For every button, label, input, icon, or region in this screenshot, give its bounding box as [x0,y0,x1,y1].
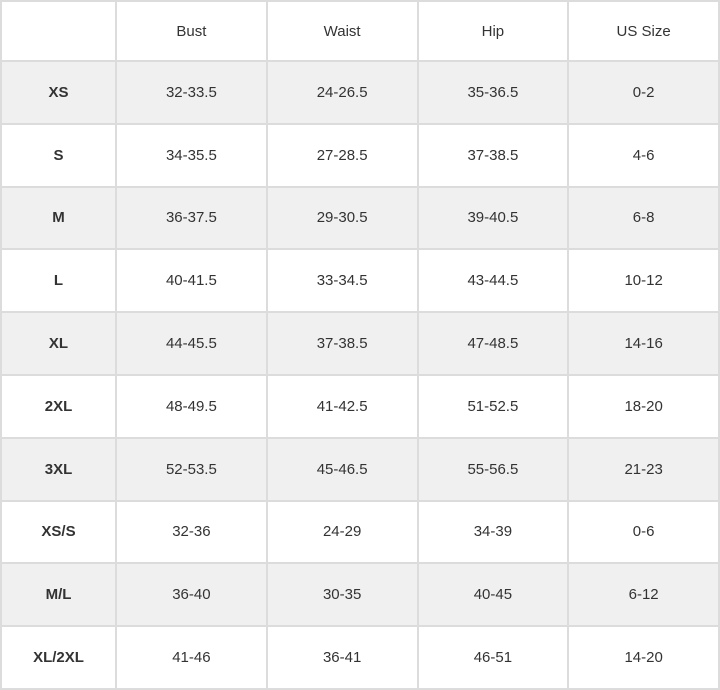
cell-waist: 36-41 [265,625,419,690]
header-us-size: US Size [567,0,720,62]
cell-us-size: 4-6 [567,122,720,188]
cell-hip: 39-40.5 [416,185,570,251]
cell-bust: 41-46 [115,625,268,690]
cell-waist: 27-28.5 [265,122,419,188]
cell-us-size: 14-20 [567,625,720,690]
table-row: L 40-41.5 33-34.5 43-44.5 10-12 [0,248,720,314]
cell-hip: 47-48.5 [416,311,570,376]
cell-bust: 32-36 [115,499,268,565]
cell-waist: 30-35 [265,562,419,628]
table-row: XS 32-33.5 24-26.5 35-36.5 0-2 [0,60,720,125]
cell-waist: 33-34.5 [265,248,419,314]
cell-size: M [0,185,117,251]
cell-bust: 34-35.5 [115,122,268,188]
cell-waist: 29-30.5 [265,185,419,251]
table-row: 3XL 52-53.5 45-46.5 55-56.5 21-23 [0,436,720,502]
cell-size: 2XL [0,373,117,439]
cell-hip: 34-39 [416,499,570,565]
cell-size: M/L [0,562,117,628]
cell-bust: 36-40 [115,562,268,628]
cell-bust: 32-33.5 [115,60,268,125]
cell-waist: 41-42.5 [265,373,419,439]
cell-hip: 35-36.5 [416,60,570,125]
cell-size: XL/2XL [0,625,117,690]
cell-bust: 40-41.5 [115,248,268,314]
cell-size: XL [0,311,117,376]
cell-bust: 36-37.5 [115,185,268,251]
cell-waist: 24-29 [265,499,419,565]
cell-us-size: 10-12 [567,248,720,314]
cell-us-size: 6-12 [567,562,720,628]
cell-us-size: 6-8 [567,185,720,251]
cell-size: 3XL [0,436,117,502]
cell-hip: 51-52.5 [416,373,570,439]
cell-us-size: 0-6 [567,499,720,565]
header-bust: Bust [115,0,268,62]
cell-size: L [0,248,117,314]
table-row: XL 44-45.5 37-38.5 47-48.5 14-16 [0,311,720,376]
header-hip: Hip [416,0,570,62]
cell-size: XS/S [0,499,117,565]
cell-bust: 48-49.5 [115,373,268,439]
cell-size: S [0,122,117,188]
cell-bust: 52-53.5 [115,436,268,502]
table-row: 2XL 48-49.5 41-42.5 51-52.5 18-20 [0,373,720,439]
header-cell-empty [0,0,117,62]
table-row: XL/2XL 41-46 36-41 46-51 14-20 [0,625,720,690]
cell-waist: 24-26.5 [265,60,419,125]
cell-size: XS [0,60,117,125]
cell-us-size: 14-16 [567,311,720,376]
table-row: M/L 36-40 30-35 40-45 6-12 [0,562,720,628]
cell-bust: 44-45.5 [115,311,268,376]
header-waist: Waist [265,0,419,62]
cell-us-size: 18-20 [567,373,720,439]
cell-waist: 45-46.5 [265,436,419,502]
cell-us-size: 0-2 [567,60,720,125]
cell-hip: 55-56.5 [416,436,570,502]
header-row: Bust Waist Hip US Size [0,0,720,62]
cell-hip: 37-38.5 [416,122,570,188]
table-row: S 34-35.5 27-28.5 37-38.5 4-6 [0,122,720,188]
cell-hip: 40-45 [416,562,570,628]
table-row: XS/S 32-36 24-29 34-39 0-6 [0,499,720,565]
cell-us-size: 21-23 [567,436,720,502]
cell-waist: 37-38.5 [265,311,419,376]
table-row: M 36-37.5 29-30.5 39-40.5 6-8 [0,185,720,251]
cell-hip: 43-44.5 [416,248,570,314]
cell-hip: 46-51 [416,625,570,690]
